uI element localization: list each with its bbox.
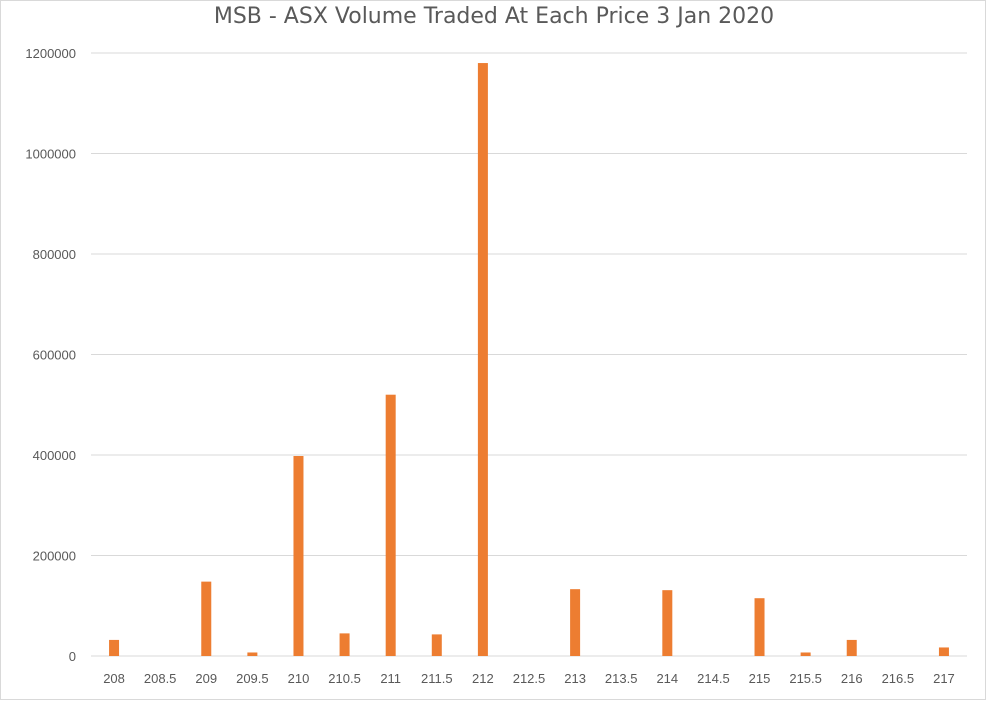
y-tick-label-4: 800000 — [33, 247, 76, 262]
x-tick-label-217: 217 — [933, 671, 955, 686]
x-tick-label-215: 215 — [749, 671, 771, 686]
x-tick-label-216: 216 — [841, 671, 863, 686]
x-tick-label-216.5: 216.5 — [882, 671, 915, 686]
bar-210.5 — [339, 633, 350, 656]
x-tick-label-208: 208 — [103, 671, 125, 686]
x-tick-label-215.5: 215.5 — [789, 671, 822, 686]
bar-211 — [385, 394, 396, 656]
bar-215 — [754, 598, 765, 656]
bar-210 — [293, 456, 304, 656]
y-tick-label-3: 600000 — [33, 348, 76, 363]
y-tick-label-0: 0 — [69, 649, 76, 664]
gridlines — [91, 52, 967, 657]
bar-209.5 — [247, 652, 258, 656]
bar-208 — [109, 639, 120, 656]
x-tick-label-208.5: 208.5 — [144, 671, 177, 686]
bar-212 — [477, 63, 488, 657]
x-tick-label-214.5: 214.5 — [697, 671, 730, 686]
y-tick-label-6: 1200000 — [25, 46, 76, 61]
x-tick-label-210: 210 — [288, 671, 310, 686]
x-tick-label-211.5: 211.5 — [421, 671, 453, 686]
y-tick-label-5: 1000000 — [25, 147, 76, 162]
x-tick-label-213: 213 — [564, 671, 586, 686]
x-tick-label-212.5: 212.5 — [513, 671, 546, 686]
bar-213 — [570, 589, 581, 656]
x-tick-label-209: 209 — [195, 671, 217, 686]
x-tick-label-213.5: 213.5 — [605, 671, 638, 686]
bar-217 — [938, 647, 949, 656]
y-axis-labels: 0 200000 400000 600000 800000 1000000 1200000 — [25, 46, 76, 664]
x-tick-label-212: 212 — [472, 671, 494, 686]
chart-title: MSB - ASX Volume Traded At Each Price 3 … — [213, 4, 775, 29]
bar-211.5 — [431, 634, 442, 656]
x-tick-label-211: 211 — [380, 671, 401, 686]
y-tick-label-2: 400000 — [33, 448, 76, 463]
bar-214 — [662, 590, 673, 656]
x-tick-label-214: 214 — [656, 671, 678, 686]
x-axis-labels: 208 208.5 209 209.5 210 210.5 211 211.5 212 212.5… — [103, 671, 955, 686]
bar-209 — [201, 581, 212, 656]
bar-215.5 — [800, 652, 811, 656]
y-tick-label-1: 200000 — [33, 549, 76, 564]
bar-216 — [846, 639, 857, 656]
x-tick-label-210.5: 210.5 — [328, 671, 361, 686]
x-tick-label-209.5: 209.5 — [236, 671, 269, 686]
bars — [109, 63, 949, 657]
